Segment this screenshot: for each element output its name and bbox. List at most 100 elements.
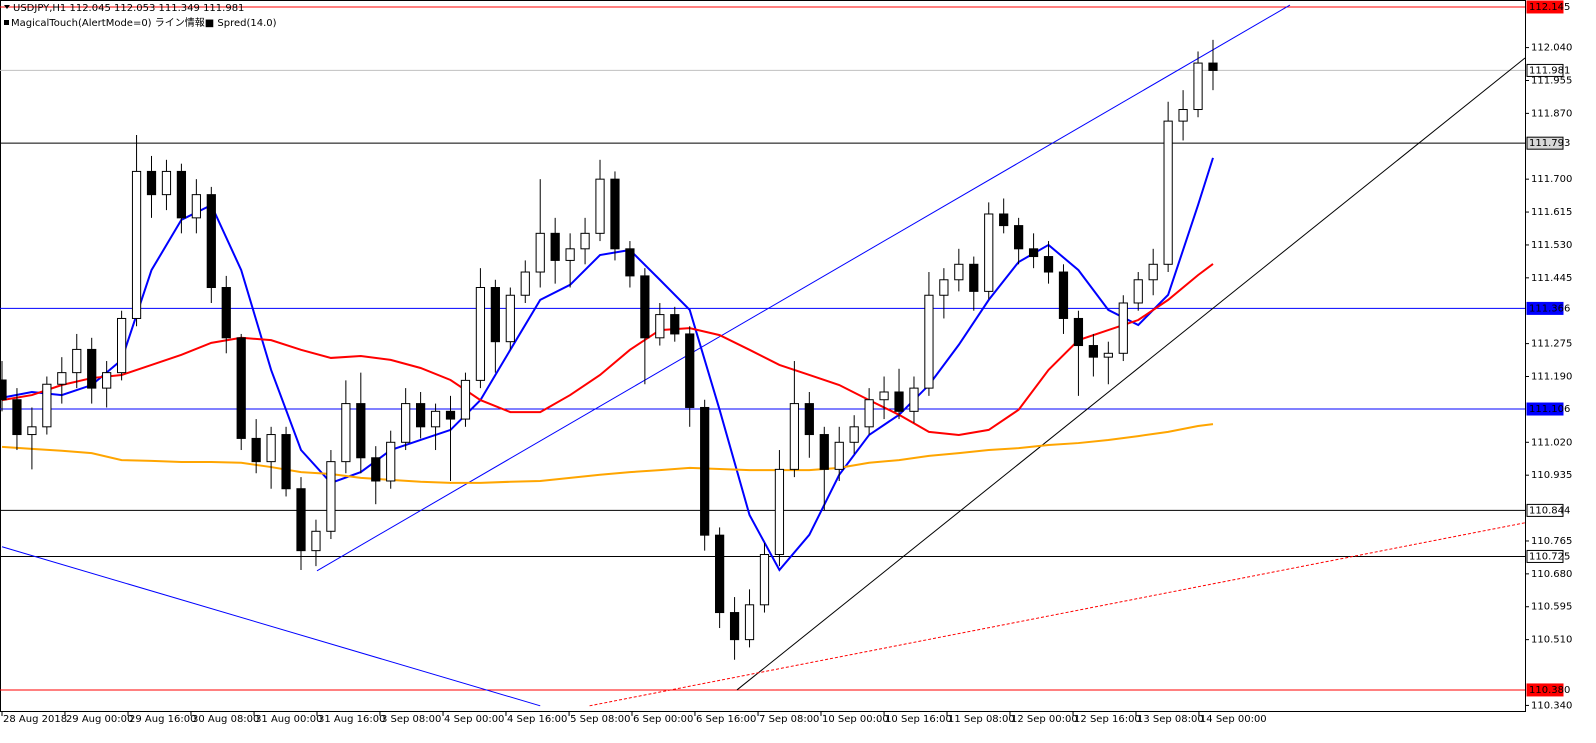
candle-body <box>969 263 979 292</box>
x-tick-label: 10 Sep 00:00 <box>822 714 889 725</box>
y-tick-label: 111.275 <box>1531 339 1572 350</box>
level-label: 111.981 <box>1529 65 1570 76</box>
y-tick-label: 111.190 <box>1531 372 1572 383</box>
candle-body <box>475 287 486 381</box>
candle-body <box>939 279 949 296</box>
y-tick-label: 110.510 <box>1531 635 1572 646</box>
candle-body <box>206 194 216 289</box>
y-tick-label: 110.765 <box>1531 536 1572 547</box>
level-box <box>1526 402 1564 416</box>
y-tick-label: 112.040 <box>1531 43 1572 54</box>
level-label: 111.366 <box>1529 303 1570 314</box>
candle-body <box>131 170 142 319</box>
candle-body <box>715 534 725 614</box>
candle-body <box>430 410 441 428</box>
level-box <box>1526 683 1564 697</box>
candle-body <box>625 248 635 277</box>
x-tick-label: 13 Sep 08:00 <box>1137 714 1204 725</box>
candle-body <box>864 399 874 428</box>
candle-body <box>879 391 889 401</box>
candle-body <box>505 294 515 343</box>
candle-body <box>72 348 82 374</box>
candle-body <box>909 387 919 412</box>
candle-body <box>146 170 157 196</box>
y-tick-label: 111.615 <box>1531 207 1572 218</box>
candle-body <box>311 530 321 552</box>
candle-body <box>161 170 172 196</box>
candle-body <box>266 434 276 463</box>
candle-body <box>27 426 37 436</box>
x-tick-label: 10 Sep 16:00 <box>885 714 952 725</box>
candle-body <box>460 379 471 420</box>
y-tick-label: 110.935 <box>1531 470 1572 481</box>
candle-body <box>236 337 246 439</box>
candle-body <box>670 314 680 335</box>
x-tick-label: 14 Sep 00:00 <box>1200 714 1267 725</box>
level-box <box>1526 63 1564 77</box>
x-tick-label: 12 Sep 00:00 <box>1011 714 1078 725</box>
candle-body <box>386 441 396 482</box>
y-tick-label: 111.530 <box>1531 240 1572 251</box>
candle-body <box>729 612 740 641</box>
candle-body <box>87 348 97 389</box>
level-box <box>1526 301 1564 315</box>
candle-body <box>1058 271 1069 319</box>
x-tick-label: 4 Sep 16:00 <box>507 714 567 725</box>
moving-average <box>1 423 1214 484</box>
candle-body <box>1133 279 1143 304</box>
candle-body <box>984 213 994 292</box>
x-tick-label: 5 Sep 08:00 <box>570 714 630 725</box>
x-tick-label: 29 Aug 16:00 <box>129 714 196 725</box>
candle-body <box>520 271 530 296</box>
moving-average <box>1 263 1214 436</box>
x-tick-label: 31 Aug 16:00 <box>318 714 385 725</box>
level-box <box>1526 503 1564 517</box>
trendline <box>736 57 1525 691</box>
candle-body <box>550 232 560 261</box>
level-label: 110.725 <box>1529 551 1570 562</box>
candle-body <box>580 232 590 250</box>
candle-body <box>371 457 381 482</box>
level-label: 111.106 <box>1529 404 1570 415</box>
y-tick-label: 111.700 <box>1531 174 1572 185</box>
chart-title: USDJPY,H1 112.045 112.053 111.349 111.98… <box>13 3 244 14</box>
menu-arrow <box>4 5 10 9</box>
x-tick-label: 4 Sep 00:00 <box>444 714 504 725</box>
candle-body <box>595 178 605 234</box>
level-box <box>1526 0 1564 14</box>
x-tick-label: 30 Aug 08:00 <box>192 714 259 725</box>
y-tick-label: 110.595 <box>1531 602 1572 613</box>
candle-body <box>999 213 1009 227</box>
candle-body <box>655 314 665 339</box>
candle-body <box>1043 256 1054 273</box>
candle-body <box>834 441 844 470</box>
candle-body <box>610 178 620 250</box>
candle-body <box>849 426 859 443</box>
candle-body <box>700 406 710 536</box>
candle-body <box>0 379 7 401</box>
candle-body <box>326 461 336 532</box>
candle-body <box>416 403 426 428</box>
candle-body <box>954 263 964 281</box>
y-tick-label: 110.340 <box>1531 700 1572 711</box>
candle-body <box>42 383 52 428</box>
x-tick-label: 7 Sep 08:00 <box>759 714 819 725</box>
candle-body <box>191 194 201 219</box>
level-box <box>1526 549 1564 563</box>
level-label: 112.145 <box>1529 2 1570 13</box>
candle-body <box>759 554 770 606</box>
candle-body <box>356 403 366 459</box>
x-tick-label: 12 Sep 16:00 <box>1074 714 1141 725</box>
candle-body <box>1118 302 1128 354</box>
candle-body <box>57 372 67 385</box>
candle-body <box>744 604 755 641</box>
candle-body <box>685 333 695 408</box>
y-tick-label: 111.955 <box>1531 75 1572 86</box>
candle-body <box>1088 345 1098 358</box>
candle-body <box>1014 225 1024 250</box>
candle-body <box>1208 62 1218 71</box>
x-tick-label: 29 Aug 00:00 <box>66 714 133 725</box>
axes: 112.040 111.955 111.870 111.700 111.615 111.5… <box>1 0 1572 725</box>
candle-body <box>774 468 785 556</box>
